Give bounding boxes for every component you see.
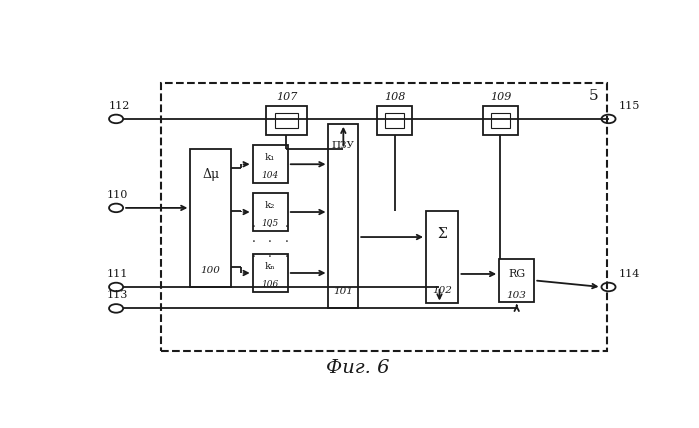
Text: 115: 115	[618, 101, 640, 111]
Text: k₂: k₂	[265, 201, 275, 210]
Text: 112: 112	[109, 101, 131, 111]
Text: 5: 5	[589, 89, 599, 103]
Bar	[483, 106, 518, 135]
Text: 109: 109	[490, 92, 511, 102]
Text: 111: 111	[106, 269, 128, 279]
Text: 102: 102	[432, 286, 452, 295]
Bar	[499, 259, 534, 302]
Text: 108: 108	[384, 92, 405, 102]
Text: RG: RG	[508, 269, 525, 279]
Text: 107: 107	[276, 92, 297, 102]
Bar	[266, 106, 307, 135]
Text: kₙ: kₙ	[265, 262, 275, 271]
Text: ·
·
·: · · ·	[284, 221, 289, 264]
Text: k₁: k₁	[265, 153, 275, 162]
Text: ·
·
·: · · ·	[268, 221, 272, 264]
Text: 101: 101	[333, 288, 353, 297]
Bar	[275, 113, 298, 128]
Bar	[252, 254, 288, 292]
Text: ПЗУ: ПЗУ	[332, 141, 355, 150]
Text: Δμ: Δμ	[202, 169, 219, 181]
Bar	[491, 113, 510, 128]
Text: 105: 105	[261, 219, 279, 228]
Text: Фиг. 6: Фиг. 6	[326, 359, 390, 377]
Bar	[252, 193, 288, 231]
Bar	[426, 211, 459, 303]
Bar	[385, 113, 405, 128]
Text: 100: 100	[201, 266, 221, 275]
Text: 106: 106	[261, 280, 279, 289]
Bar	[161, 83, 607, 351]
Text: ·
·
·: · · ·	[252, 221, 256, 264]
Text: 114: 114	[618, 269, 640, 279]
Text: 104: 104	[261, 172, 279, 181]
Bar	[329, 124, 359, 309]
Text: 103: 103	[507, 291, 526, 300]
Text: 110: 110	[106, 190, 128, 200]
Bar	[377, 106, 412, 135]
Text: 113: 113	[106, 290, 128, 300]
Bar	[190, 149, 231, 287]
Bar	[252, 145, 288, 183]
Text: Σ: Σ	[438, 227, 447, 241]
